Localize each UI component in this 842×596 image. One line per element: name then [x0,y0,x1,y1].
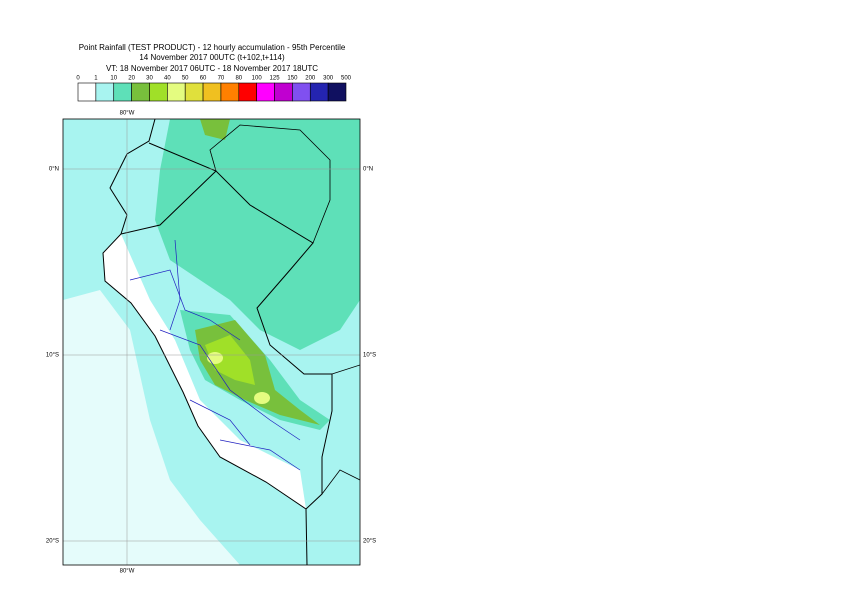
lat-label: 20°S [363,539,376,545]
legend-label: 300 [323,76,334,82]
country-border [148,142,333,510]
legend-swatch [167,82,186,102]
title: Point Rainfall (TEST PRODUCT) - 12 hourl… [79,43,346,52]
legend-label: 60 [200,76,207,82]
legend-label: 10 [110,76,117,82]
legend-swatch [220,82,240,102]
map-frame [62,118,361,566]
region-border [129,239,301,471]
legend-swatch [131,82,150,102]
legend-label: 200 [305,76,316,82]
rain-area [200,119,230,140]
legend-label: 50 [182,76,189,82]
lon-label: 80°W [120,111,135,117]
coastline [102,119,308,565]
legend-label: 20 [128,76,135,82]
legend-label: 150 [287,76,298,82]
legend-label: 500 [341,76,352,82]
lat-label: 10°S [46,353,59,359]
lat-label: 10°S [363,353,376,359]
country-border [321,364,360,495]
rain-area [207,352,223,364]
legend-label: 30 [146,76,153,82]
legend-swatch [238,82,257,102]
rain-area [205,335,255,385]
legend-label: 100 [252,76,263,82]
legend-swatch [77,82,97,102]
legend-swatch [292,82,311,102]
legend-swatch [149,82,168,102]
legend-swatch [113,82,132,102]
legend-label: 1 [94,76,98,82]
legend-swatch [256,82,275,102]
map [63,119,360,565]
rain-area [254,392,270,404]
lat-label: 0°N [363,167,373,173]
legend-swatch [327,82,347,102]
lat-label: 0°N [49,167,59,173]
legend-swatch [309,82,329,102]
lon-label: 80°W [120,569,135,575]
legend-label: 80 [235,76,242,82]
legend-swatch [95,82,115,102]
valid-time: VT: 18 November 2017 06UTC - 18 November… [106,64,318,73]
legend-label: 125 [270,76,281,82]
legend: 0 1 10 20 30 40 50 60 70 80 100 125 150 200 300 500 [76,76,352,102]
country-border [209,124,331,244]
dry-coast [103,234,306,509]
dry-ocean [63,290,240,565]
lat-label: 20°S [46,539,59,545]
legend-label: 70 [218,76,225,82]
legend-swatch [202,82,222,102]
rain-area [155,119,360,350]
legend-label: 40 [164,76,171,82]
legend-swatch [274,82,293,102]
subtitle: 14 November 2017 00UTC (t+102,t+114) [139,53,285,62]
legend-swatch [184,82,204,102]
legend-label: 0 [76,76,80,82]
country-border [120,170,217,235]
